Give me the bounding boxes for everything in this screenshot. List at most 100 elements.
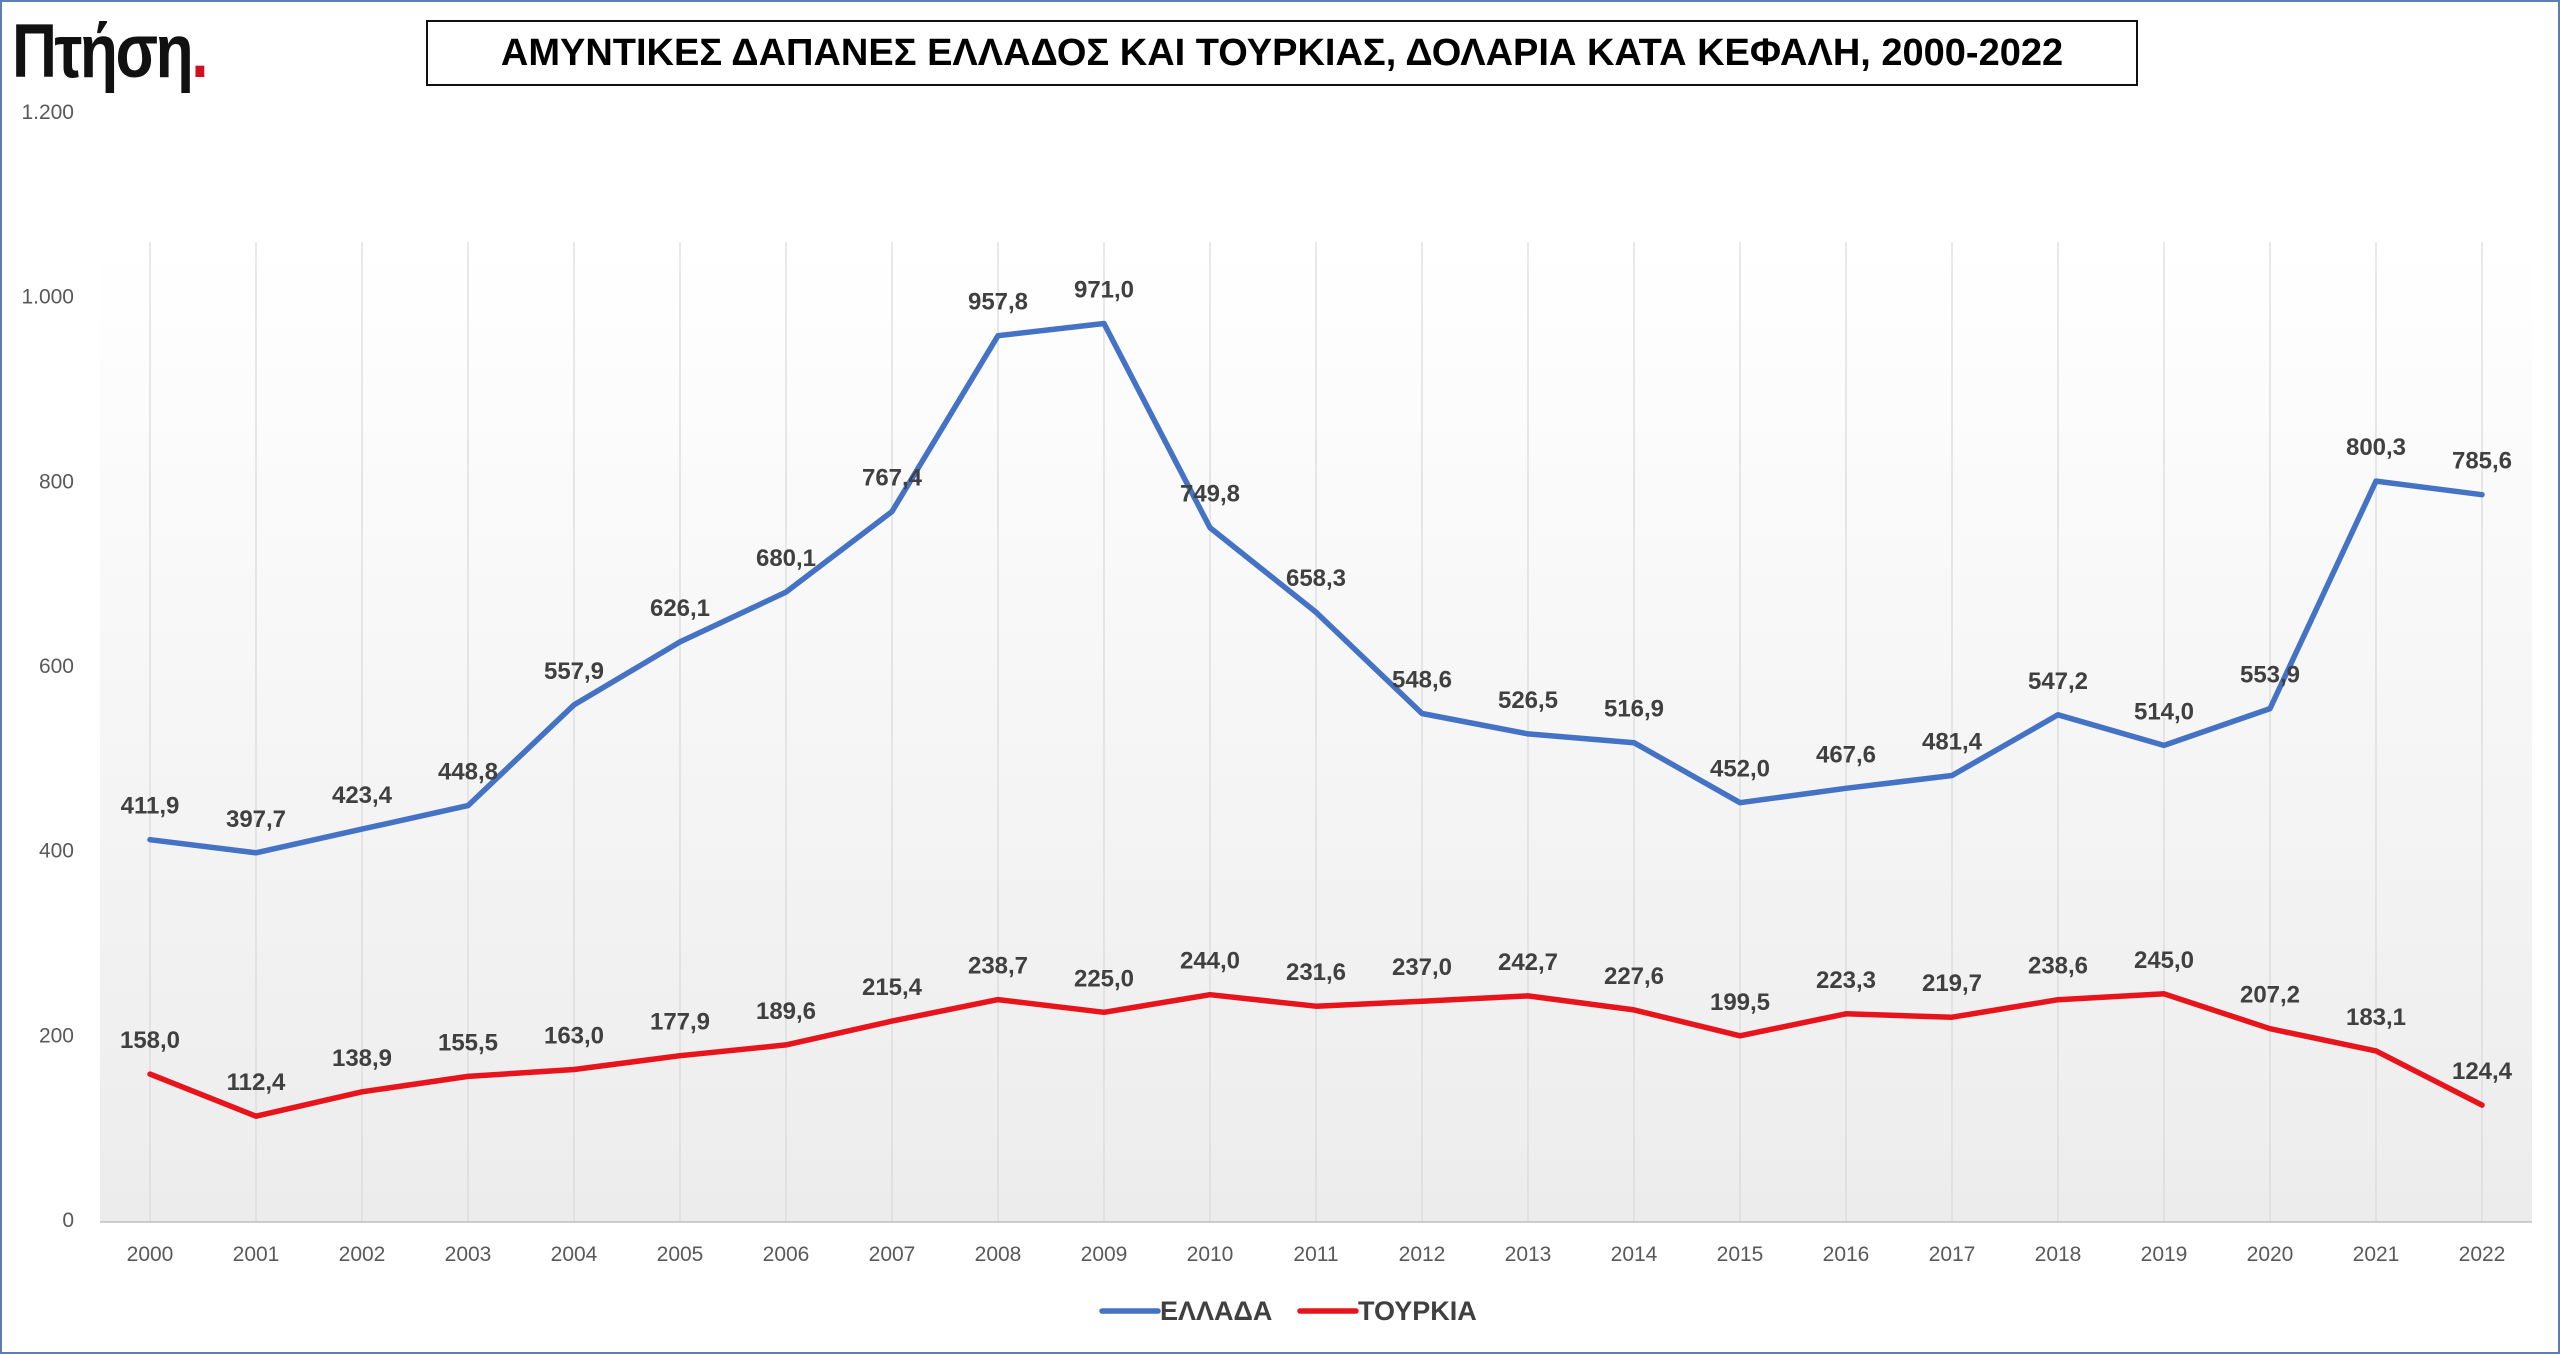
x-tick-label: 2009 <box>1081 1243 1128 1266</box>
data-label: 467,6 <box>1816 741 1876 768</box>
data-point <box>1419 998 1425 1004</box>
data-label: 244,0 <box>1180 948 1240 975</box>
x-tick-label: 2011 <box>1293 1243 1338 1266</box>
gridlines <box>149 242 2483 1222</box>
x-tick-label: 2017 <box>1929 1243 1976 1266</box>
data-point <box>889 1018 895 1024</box>
data-point <box>2267 706 2273 712</box>
data-label: 553,9 <box>2240 662 2300 689</box>
data-point <box>783 589 789 595</box>
data-point <box>359 1089 365 1095</box>
data-point <box>1949 773 1955 778</box>
data-label: 227,6 <box>1604 963 1664 990</box>
y-axis: 0 200 400 600 800 1.000 1.200 <box>21 101 74 1232</box>
data-label: 800,3 <box>2346 434 2406 461</box>
data-point <box>1949 1014 1955 1020</box>
x-tick-label: 2005 <box>657 1243 704 1266</box>
data-point <box>783 1042 789 1048</box>
x-tick-label: 2010 <box>1187 1243 1234 1266</box>
data-point <box>2267 1026 2273 1032</box>
data-point <box>677 639 683 645</box>
data-label: 245,0 <box>2134 947 2194 974</box>
data-point <box>1313 1003 1319 1009</box>
data-label: 189,6 <box>756 998 816 1025</box>
data-point <box>465 803 471 809</box>
x-tick-label: 2013 <box>1505 1243 1552 1266</box>
data-label: 547,2 <box>2028 668 2088 695</box>
data-point <box>1207 525 1213 531</box>
data-label: 785,6 <box>2452 448 2512 475</box>
data-point <box>1843 1011 1849 1017</box>
data-label: 155,5 <box>438 1029 498 1056</box>
data-point <box>2373 1048 2379 1054</box>
data-point <box>995 333 1001 339</box>
data-point <box>1843 785 1849 791</box>
legend: ΕΛΛΑΔΑ ΤΟΥΡΚΙΑ <box>1099 1296 1477 1326</box>
x-tick-label: 2018 <box>2035 1243 2082 1266</box>
x-tick-label: 2003 <box>445 1243 492 1266</box>
data-point <box>1525 731 1531 737</box>
data-point <box>2373 478 2379 484</box>
data-label: 183,1 <box>2346 1004 2406 1031</box>
x-tick-label: 2001 <box>233 1243 280 1266</box>
y-tick-label: 1.200 <box>21 101 74 124</box>
data-label: 971,0 <box>1074 277 1134 304</box>
data-label: 548,6 <box>1392 667 1452 694</box>
x-tick-label: 2016 <box>1823 1243 1870 1266</box>
data-label: 158,0 <box>120 1027 180 1054</box>
x-tick-label: 2002 <box>339 1243 386 1266</box>
logo-dot: . <box>191 9 208 94</box>
x-tick-label: 2000 <box>127 1243 174 1266</box>
data-point <box>995 997 1001 1003</box>
data-label: 452,0 <box>1710 756 1770 783</box>
data-label: 163,0 <box>544 1023 604 1050</box>
data-label: 124,4 <box>2452 1058 2513 1085</box>
data-label: 626,1 <box>650 595 710 622</box>
legend-label: ΤΟΥΡΚΙΑ <box>1358 1296 1477 1326</box>
data-label: 767,4 <box>862 465 923 492</box>
data-point <box>1631 740 1637 746</box>
data-label: 516,9 <box>1604 696 1664 723</box>
data-point <box>889 509 895 514</box>
data-label: 207,2 <box>2240 982 2300 1009</box>
data-labels: 411,9 397,7 423,4 448,8 557,9 626,1 680,1 767,4… <box>120 277 2513 1097</box>
data-point <box>2055 997 2061 1003</box>
x-tick-label: 2014 <box>1611 1243 1658 1266</box>
data-point <box>1631 1007 1637 1013</box>
y-tick-label: 600 <box>39 655 74 678</box>
x-tick-label: 2020 <box>2247 1243 2294 1266</box>
y-tick-label: 800 <box>39 470 74 493</box>
data-point <box>147 1071 153 1077</box>
data-point <box>571 702 577 708</box>
data-label: 238,7 <box>968 953 1028 980</box>
data-label: 231,6 <box>1286 959 1346 986</box>
x-tick-label: 2008 <box>975 1243 1022 1266</box>
data-label: 481,4 <box>1922 729 1983 756</box>
data-label: 238,6 <box>2028 953 2088 980</box>
data-point <box>2161 742 2167 748</box>
data-label: 680,1 <box>756 545 816 572</box>
data-label: 225,0 <box>1074 965 1134 992</box>
data-label: 526,5 <box>1498 687 1558 714</box>
data-point <box>2161 991 2167 997</box>
data-label: 177,9 <box>650 1009 710 1036</box>
logo-text: Πτήση <box>12 9 194 94</box>
data-label: 397,7 <box>226 806 286 833</box>
data-point <box>1737 1033 1743 1039</box>
data-label: 138,9 <box>332 1045 392 1072</box>
data-point <box>1313 609 1319 615</box>
data-label: 112,4 <box>227 1069 286 1096</box>
data-label: 658,3 <box>1286 565 1346 592</box>
data-point <box>359 826 365 832</box>
data-point <box>2055 712 2061 718</box>
data-label: 242,7 <box>1498 949 1558 976</box>
data-label: 411,9 <box>121 793 180 820</box>
data-label: 199,5 <box>1710 989 1770 1016</box>
data-point <box>2479 1102 2485 1108</box>
x-tick-label: 2022 <box>2459 1243 2506 1266</box>
legend-label: ΕΛΛΑΔΑ <box>1160 1296 1272 1326</box>
data-point <box>2479 492 2485 498</box>
data-point <box>1207 992 1213 998</box>
y-tick-label: 1.000 <box>21 286 74 309</box>
